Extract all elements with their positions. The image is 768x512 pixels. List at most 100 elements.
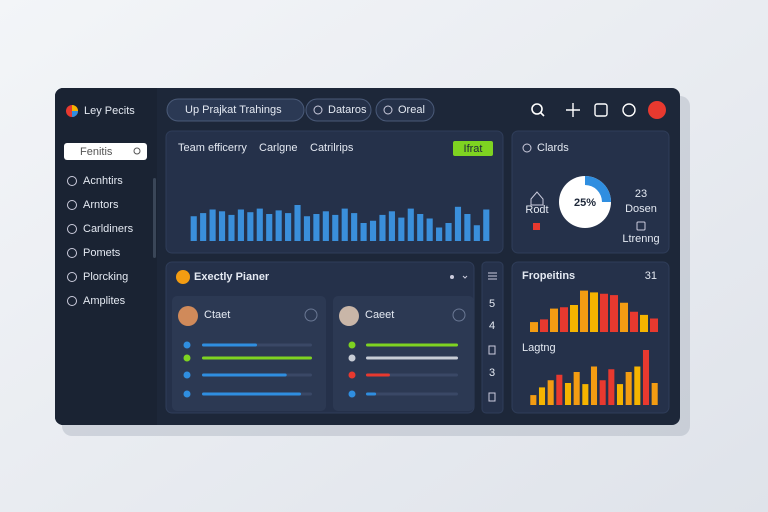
side-column	[481, 261, 504, 414]
chevron[interactable]	[462, 275, 468, 279]
nav-item[interactable]: Plorcking	[83, 271, 128, 283]
bar	[580, 290, 588, 332]
bar	[266, 214, 273, 241]
bar	[530, 322, 538, 332]
home-icon	[530, 191, 544, 206]
bar	[388, 211, 395, 241]
bar	[538, 387, 546, 405]
bar	[313, 214, 320, 241]
tab[interactable]: Catrilrips	[310, 142, 354, 154]
brand: Ley Pecits	[84, 105, 135, 117]
title-pill	[166, 98, 305, 122]
side-number: 5	[489, 298, 495, 310]
bar	[642, 350, 650, 405]
bar	[620, 302, 628, 332]
nav-icon	[67, 200, 77, 210]
avatar[interactable]	[648, 101, 666, 119]
stat-note: Ltrenng	[622, 233, 659, 245]
nav-item[interactable]: Acnhtirs	[83, 175, 123, 187]
bar	[209, 209, 216, 241]
add-icon[interactable]	[566, 103, 580, 117]
bar	[454, 206, 462, 241]
bar	[322, 211, 329, 241]
bar	[228, 214, 235, 241]
bar	[190, 216, 197, 241]
bar	[398, 217, 405, 241]
search-icon	[133, 147, 141, 155]
menu-icon[interactable]	[450, 275, 454, 279]
sidebar	[55, 88, 157, 425]
button-icon	[313, 105, 323, 115]
person-action[interactable]	[452, 308, 466, 322]
progress-bar	[366, 392, 377, 396]
search-text: Fenitis	[80, 146, 113, 158]
button[interactable]	[305, 98, 372, 122]
bar	[590, 366, 598, 405]
bar	[341, 208, 348, 241]
bar	[634, 366, 641, 405]
bar	[445, 223, 452, 241]
people: Ctaet Caeet	[172, 296, 474, 411]
nav-item[interactable]: Pomets	[83, 247, 121, 259]
search-icon[interactable]	[531, 103, 543, 115]
bar	[426, 218, 433, 241]
bar	[573, 372, 580, 405]
nav-item[interactable]: Carldiners	[83, 223, 134, 235]
green-button-label: Ifrat	[464, 143, 483, 155]
stat-label: Rodt	[525, 204, 548, 216]
bar	[570, 305, 578, 332]
donut-segment	[585, 176, 611, 202]
person-action[interactable]	[304, 308, 318, 322]
row-icon	[348, 390, 356, 398]
bar	[247, 212, 254, 241]
bar	[294, 205, 301, 241]
progress-bar	[202, 392, 301, 396]
card-title: Clards	[537, 142, 569, 154]
bar	[564, 383, 572, 405]
planner-title: Exectly Pianer	[194, 271, 270, 283]
properties-chart	[530, 350, 658, 405]
page-title: Up Prajkat Trahings	[185, 104, 282, 116]
bar	[616, 384, 624, 405]
bar	[530, 395, 537, 405]
card-title: Fropeitins	[522, 270, 575, 282]
green-button[interactable]	[453, 141, 493, 156]
bar	[650, 318, 658, 332]
button-label: Oreal	[398, 104, 425, 116]
bar	[369, 220, 377, 241]
bar	[651, 383, 658, 405]
doc-icon[interactable]	[594, 103, 608, 117]
bar	[547, 380, 554, 405]
tab[interactable]: Carlgne	[259, 142, 298, 154]
bar	[550, 308, 558, 332]
stat-icon	[533, 223, 540, 230]
link-icon[interactable]	[622, 103, 636, 117]
bar	[360, 223, 367, 241]
bar	[540, 319, 548, 332]
bar	[640, 314, 648, 332]
stat-label: Dosen	[625, 203, 657, 215]
bar	[218, 211, 226, 241]
nav-item[interactable]: Amplites	[83, 295, 126, 307]
row-icon	[183, 371, 191, 379]
tab[interactable]: Team efficerry	[178, 142, 247, 154]
person-name: Caeet	[365, 309, 394, 321]
search-icon-handle	[540, 112, 545, 117]
bar	[256, 208, 263, 241]
button[interactable]	[375, 98, 435, 122]
planner-avatar	[176, 270, 190, 284]
card-icon	[522, 143, 532, 153]
bar	[379, 214, 386, 241]
button-label: Dataros	[328, 104, 367, 116]
side-number: 4	[489, 320, 495, 332]
bar	[590, 292, 598, 332]
person-card	[172, 296, 326, 411]
side-icon	[488, 392, 496, 402]
bar	[625, 372, 632, 405]
bar	[407, 208, 414, 241]
search-box[interactable]	[64, 143, 147, 160]
nav-item[interactable]: Arntors	[83, 199, 119, 211]
properties-chart	[530, 290, 658, 332]
